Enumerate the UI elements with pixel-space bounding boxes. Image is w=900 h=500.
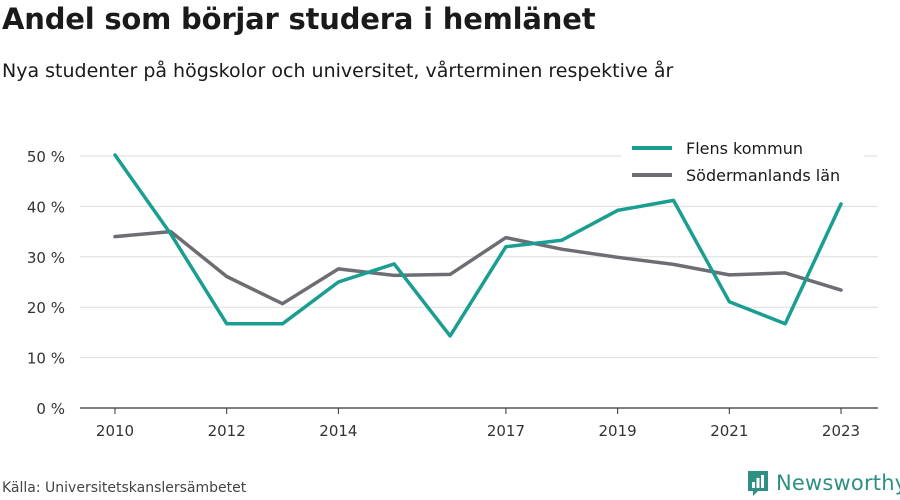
- y-tick-labels: 0 % 10 % 20 % 30 % 40 % 50 %: [27, 148, 65, 418]
- y-tick-label-10: 10 %: [27, 350, 65, 368]
- x-tick-label-2023: 2023: [822, 422, 860, 440]
- brand-name: Newsworthy: [776, 471, 900, 495]
- series-lines: [113, 153, 843, 338]
- brand-logo[interactable]: Newsworthy: [746, 468, 900, 498]
- y-tick-label-20: 20 %: [27, 299, 65, 317]
- y-tick-label-0: 0 %: [36, 400, 65, 418]
- x-tick-label-2019: 2019: [599, 422, 637, 440]
- line-chart: 0 % 10 % 20 % 30 % 40 % 50 % 2010 2012 2014 2017…: [26, 134, 878, 440]
- source-note: Källa: Universitetskanslersämbetet: [2, 480, 247, 496]
- bar-chart-logo-icon: [748, 471, 768, 496]
- series-line-flens-kommun[interactable]: [113, 153, 843, 338]
- legend-background: [622, 134, 864, 190]
- x-axis: [80, 407, 878, 414]
- legend-label-sodermanlands-lan[interactable]: Södermanlands län: [686, 166, 840, 185]
- page-subtitle: Nya studenter på högskolor och universit…: [2, 60, 674, 82]
- y-tick-label-50: 50 %: [27, 148, 65, 166]
- legend: Flens kommun Södermanlands län: [622, 134, 864, 190]
- x-tick-label-2010: 2010: [96, 422, 134, 440]
- series-line-sodermanlands-lan[interactable]: [113, 229, 843, 306]
- x-tick-label-2021: 2021: [710, 422, 748, 440]
- x-tick-label-2014: 2014: [319, 422, 357, 440]
- x-tick-labels: 2010 2012 2014 2017 2019 2021 2023: [96, 422, 860, 440]
- x-tick-label-2012: 2012: [208, 422, 246, 440]
- x-tick-label-2017: 2017: [487, 422, 525, 440]
- y-tick-label-40: 40 %: [27, 198, 65, 216]
- legend-label-flens-kommun[interactable]: Flens kommun: [686, 139, 803, 158]
- y-tick-label-30: 30 %: [27, 249, 65, 267]
- page-title: Andel som börjar studera i hemlänet: [2, 2, 596, 36]
